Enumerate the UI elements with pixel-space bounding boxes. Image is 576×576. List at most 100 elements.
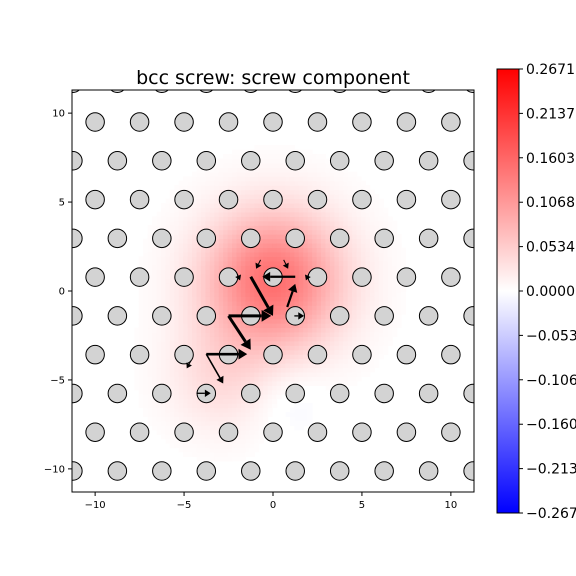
field-cell bbox=[396, 309, 402, 315]
atom bbox=[418, 461, 439, 481]
field-cell bbox=[152, 358, 158, 364]
field-cell bbox=[249, 434, 255, 440]
field-cell bbox=[374, 296, 380, 302]
field-cell bbox=[169, 371, 175, 377]
field-cell bbox=[138, 287, 144, 293]
field-cell bbox=[329, 287, 335, 293]
field-cell bbox=[245, 447, 251, 453]
field-cell bbox=[343, 345, 349, 351]
field-cell bbox=[369, 354, 375, 360]
field-cell bbox=[205, 251, 211, 257]
field-cell bbox=[272, 171, 278, 177]
field-cell bbox=[272, 323, 278, 329]
field-cell bbox=[347, 216, 353, 222]
field-cell bbox=[169, 376, 175, 382]
field-cell bbox=[147, 340, 153, 346]
field-cell bbox=[187, 260, 193, 266]
field-cell bbox=[236, 451, 242, 458]
field-cell bbox=[165, 305, 171, 311]
field-cell bbox=[187, 371, 193, 377]
field-cell bbox=[338, 323, 344, 329]
field-cell bbox=[383, 269, 389, 275]
field-cell bbox=[289, 171, 295, 177]
field-cell bbox=[272, 154, 278, 160]
field-cell bbox=[316, 260, 322, 266]
field-cell bbox=[143, 394, 149, 400]
field-cell bbox=[245, 349, 251, 355]
field-cell bbox=[325, 265, 331, 271]
field-cell bbox=[214, 385, 220, 391]
field-cell bbox=[352, 323, 358, 329]
field-cell bbox=[356, 309, 362, 315]
field-cell bbox=[294, 265, 300, 271]
field-cell bbox=[356, 234, 362, 240]
atom bbox=[418, 151, 439, 171]
field-cell bbox=[187, 336, 193, 342]
field-cell bbox=[174, 327, 180, 333]
field-cell bbox=[152, 269, 158, 275]
field-cell bbox=[343, 363, 349, 369]
field-cell bbox=[240, 438, 247, 444]
field-cell bbox=[249, 354, 255, 360]
field-cell bbox=[183, 291, 189, 297]
field-cell bbox=[218, 296, 224, 302]
field-cell bbox=[285, 358, 291, 364]
field-cell bbox=[169, 207, 175, 213]
field-cell bbox=[294, 367, 300, 373]
field-cell bbox=[285, 283, 291, 289]
field-cell bbox=[312, 256, 318, 262]
field-cell bbox=[223, 340, 229, 346]
field-cell bbox=[152, 380, 158, 386]
field-cell bbox=[289, 358, 295, 364]
field-cell bbox=[192, 242, 198, 249]
field-cell bbox=[187, 251, 193, 257]
field-cell bbox=[258, 340, 264, 346]
field-cell bbox=[205, 300, 211, 306]
field-cell bbox=[329, 207, 335, 213]
field-cell bbox=[285, 327, 291, 333]
field-cell bbox=[218, 318, 224, 324]
field-cell bbox=[200, 403, 207, 409]
field-cell bbox=[289, 420, 295, 426]
field-cell bbox=[334, 194, 340, 200]
field-cell bbox=[267, 327, 273, 333]
field-cell bbox=[365, 296, 371, 302]
atom bbox=[307, 422, 328, 442]
field-cell bbox=[174, 363, 180, 369]
field-cell bbox=[356, 367, 362, 373]
field-cell bbox=[218, 189, 224, 195]
field-cell bbox=[321, 229, 327, 235]
field-cell bbox=[214, 189, 220, 195]
field-cell bbox=[196, 434, 202, 440]
field-cell bbox=[169, 394, 175, 400]
field-cell bbox=[285, 380, 291, 386]
field-cell bbox=[249, 451, 255, 458]
field-cell bbox=[329, 380, 335, 386]
field-cell bbox=[218, 211, 224, 217]
field-cell bbox=[303, 345, 309, 351]
field-cell bbox=[187, 180, 193, 186]
field-cell bbox=[294, 269, 300, 275]
field-cell bbox=[263, 171, 269, 177]
field-cell bbox=[347, 176, 353, 182]
field-cell bbox=[214, 198, 220, 204]
field-cell bbox=[200, 376, 207, 382]
field-cell bbox=[374, 247, 380, 253]
field-cell bbox=[196, 225, 202, 231]
field-cell bbox=[147, 385, 153, 391]
field-cell bbox=[329, 345, 335, 351]
field-cell bbox=[285, 411, 291, 418]
field-cell bbox=[192, 309, 198, 315]
displacement-arrow bbox=[282, 259, 289, 269]
field-cell bbox=[272, 176, 278, 182]
field-cell bbox=[214, 367, 220, 373]
field-cell bbox=[169, 349, 175, 355]
field-cell bbox=[263, 363, 269, 369]
field-cell bbox=[343, 198, 349, 204]
field-cell bbox=[169, 220, 175, 226]
field-cell bbox=[281, 385, 287, 391]
field-cell bbox=[192, 176, 198, 182]
field-cell bbox=[223, 447, 229, 453]
field-cell bbox=[374, 287, 380, 293]
field-cell bbox=[236, 380, 242, 386]
